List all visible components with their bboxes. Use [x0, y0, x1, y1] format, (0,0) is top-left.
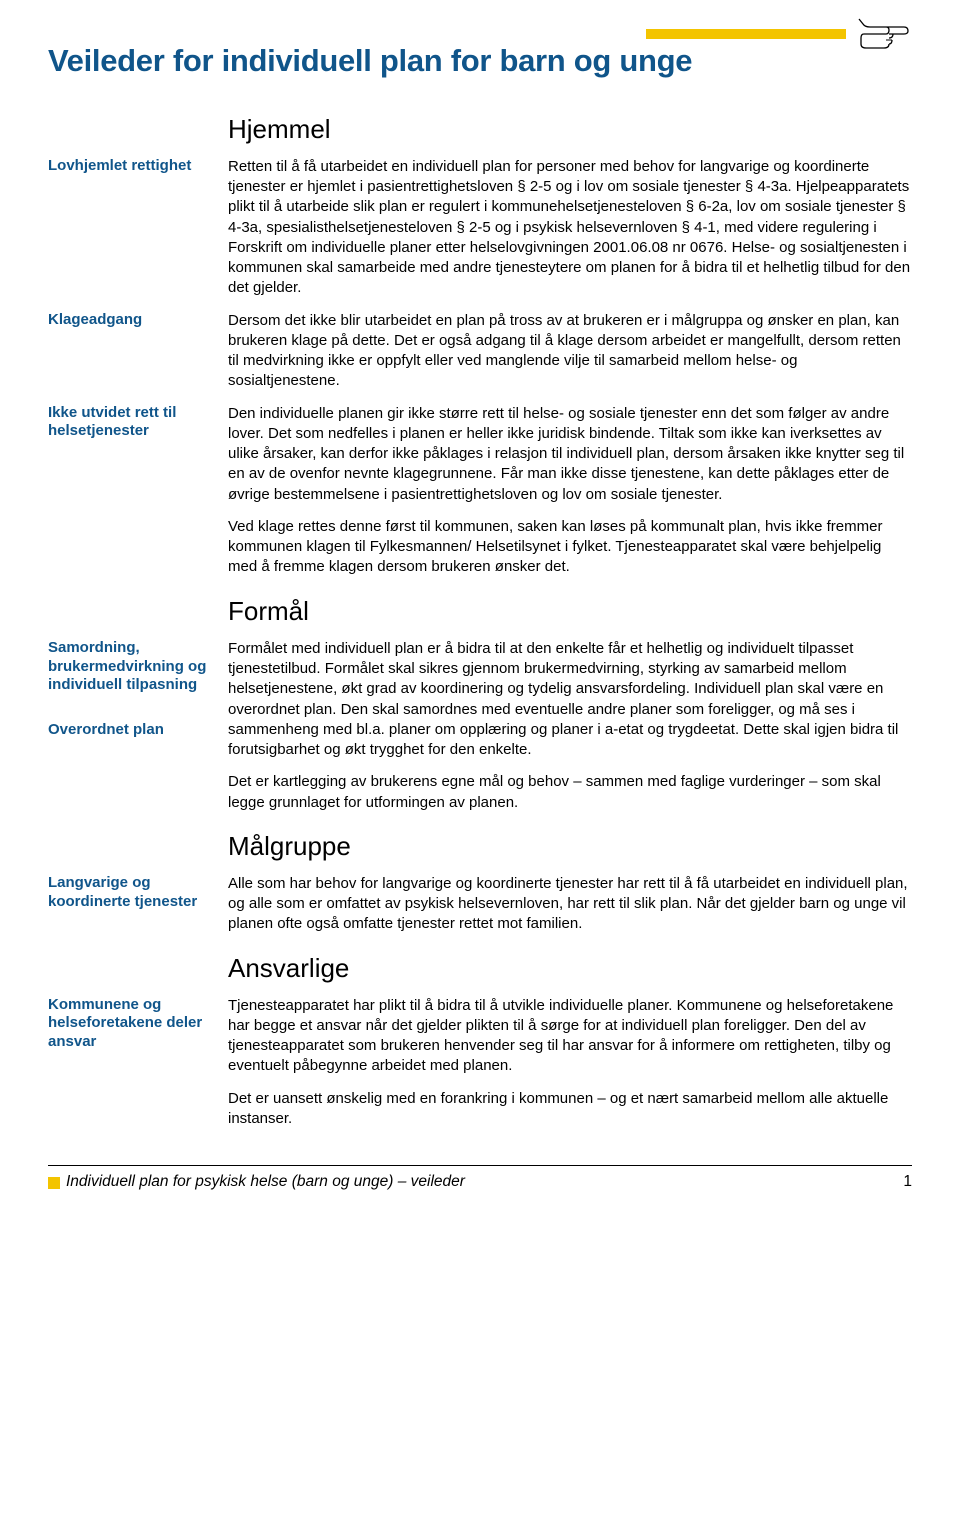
- body-paragraph: Alle som har behov for langvarige og koo…: [228, 874, 912, 935]
- margin-label: [48, 1089, 208, 1142]
- margin-label: [48, 517, 208, 590]
- margin-label: Klageadgang: [48, 311, 208, 404]
- margin-label: Langvarige og koordinerte tjenester: [48, 874, 208, 947]
- footer-page-number: 1: [903, 1172, 912, 1193]
- body-paragraph: Ved klage rettes denne først til kommune…: [228, 517, 912, 578]
- section-heading: Hjemmel: [228, 112, 912, 147]
- footer: Individuell plan for psykisk helse (barn…: [48, 1165, 912, 1193]
- section-heading: Ansvarlige: [228, 951, 912, 986]
- margin-label: [48, 772, 208, 825]
- header-accent-bar: [646, 29, 846, 39]
- body-paragraph: Det er kartlegging av brukerens egne mål…: [228, 772, 912, 813]
- margin-label-line: Samordning, brukermed­virkning og indivi…: [48, 639, 208, 695]
- margin-label: Kommunene og helseforetakene deler ansva…: [48, 996, 208, 1089]
- margin-label-line: Lovhjemlet rettighet: [48, 157, 208, 176]
- margin-label: Lovhjemlet rettighet: [48, 157, 208, 311]
- margin-spacer: [48, 590, 208, 639]
- body-paragraph: Dersom det ikke blir utarbeidet en plan …: [228, 311, 912, 392]
- section-heading: Målgruppe: [228, 829, 912, 864]
- margin-label-line: Langvarige og koordinerte tjenester: [48, 874, 208, 912]
- pointing-hand-icon: [856, 16, 912, 52]
- margin-label: Samordning, brukermed­virkning og indivi…: [48, 639, 208, 773]
- body-paragraph: Tjenesteapparatet har plikt til å bidra …: [228, 996, 912, 1077]
- body-paragraph: Retten til å få utarbeidet en individuel…: [228, 157, 912, 299]
- body-paragraph: Den individuelle planen gir ikke større …: [228, 404, 912, 505]
- body-paragraph: Formålet med individuell plan er å bidra…: [228, 639, 912, 761]
- margin-label-line: Ikke utvidet rett til helsetjenester: [48, 404, 208, 442]
- section-heading: Formål: [228, 594, 912, 629]
- margin-spacer: [48, 825, 208, 874]
- margin-label-line: Kommunene og helseforetakene deler ansva…: [48, 996, 208, 1052]
- body-paragraph: Det er uansett ønskelig med en forankrin…: [228, 1089, 912, 1130]
- margin-spacer: [48, 108, 208, 157]
- header-decoration: [646, 16, 912, 52]
- margin-label-line: Overordnet plan: [48, 721, 208, 740]
- footer-square-icon: [48, 1177, 60, 1189]
- margin-spacer: [48, 947, 208, 996]
- footer-text: Individuell plan for psykisk helse (barn…: [66, 1172, 897, 1193]
- margin-label-line: Klageadgang: [48, 311, 208, 330]
- margin-label: Ikke utvidet rett til helsetjenester: [48, 404, 208, 517]
